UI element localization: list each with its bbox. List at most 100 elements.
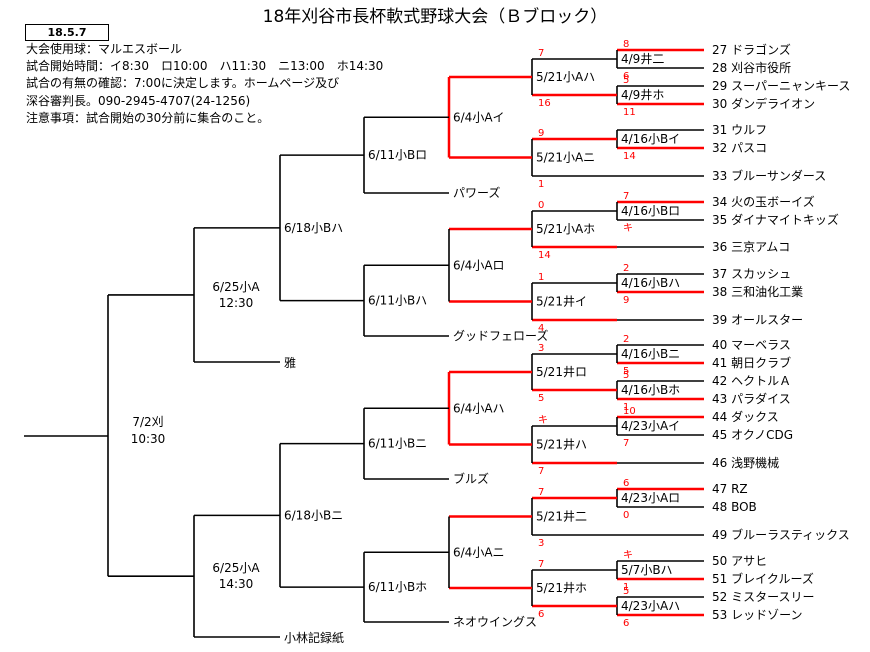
r1-score: 6 — [623, 71, 629, 82]
r1-score: 2 — [623, 334, 629, 345]
r4-match-label: 6/11小Bホ — [368, 580, 427, 594]
r1-match-label: 4/16小Bイ — [621, 132, 680, 146]
r6-match-time: 12:30 — [219, 296, 254, 310]
r1-score: 5 — [623, 586, 629, 597]
r2-score: 7 — [538, 559, 544, 570]
r2-score: 0 — [538, 200, 544, 211]
r2-score: 14 — [538, 250, 551, 261]
team-entry: 37 スカッシュ — [712, 267, 791, 281]
team-entry: 42 ヘクトルＡ — [712, 374, 791, 388]
r1-score: キ — [623, 223, 633, 234]
seed-team-name: 雅 — [284, 355, 296, 370]
seed-team-name: パワーズ — [453, 185, 500, 200]
r4-match-label: 6/11小Bニ — [368, 437, 427, 451]
r1-score: 9 — [623, 295, 629, 306]
team-entry: 33 ブルーサンダース — [712, 168, 826, 183]
r1-score: 6 — [623, 478, 629, 489]
team-entry: 47 RZ — [712, 482, 748, 496]
r5-match-label: 6/18小Bハ — [284, 221, 343, 235]
team-entry: 31 ウルフ — [712, 123, 767, 137]
team-entry: 27 ドラゴンズ — [712, 42, 791, 57]
r1-match-label: 5/7小Bハ — [621, 563, 673, 577]
r2-score: 7 — [538, 466, 544, 477]
r1-match-label: 4/16小Bホ — [621, 383, 680, 397]
team-entry: 51 ブレイクルーズ — [712, 571, 814, 586]
note-umpire-contact: 深谷審判長。090-2945-4707(24-1256) — [26, 93, 251, 108]
r3-match-label: 6/4小Aロ — [453, 258, 505, 272]
r1-match-label: 4/16小Bハ — [621, 276, 680, 290]
r4-match-label: 6/11小Bハ — [368, 294, 427, 308]
r2-match-label: 5/21小Aホ — [536, 222, 595, 236]
r1-score: キ — [623, 550, 633, 561]
r1-score: 8 — [623, 39, 629, 50]
team-entry: 43 パラダイス — [712, 391, 791, 406]
r1-match-label: 4/23小Aイ — [621, 419, 680, 433]
r1-score: 0 — [623, 510, 629, 521]
team-entry: 49 ブルーラスティックス — [712, 527, 850, 542]
final-match-time: 10:30 — [131, 432, 166, 446]
r1-score: 10 — [623, 406, 636, 417]
r1-score: 5 — [623, 370, 629, 381]
r1-score: 5 — [623, 366, 629, 377]
r5-match-label: 6/18小Bニ — [284, 508, 343, 522]
team-entry: 53 レッドゾーン — [712, 608, 803, 622]
r2-match-label: 5/21井ロ — [536, 365, 587, 379]
r2-score: キ — [538, 415, 548, 426]
note-ball: 大会使用球：マルエスボール — [26, 42, 183, 56]
seed-team-name: ブルズ — [453, 471, 489, 486]
r2-match-label: 5/21井二 — [536, 510, 587, 524]
team-entry: 46 浅野機械 — [712, 455, 779, 470]
r1-score: 2 — [623, 263, 629, 274]
r1-score: 7 — [623, 191, 629, 202]
r2-score: 9 — [538, 128, 544, 139]
team-entry: 28 刈谷市役所 — [712, 60, 791, 75]
team-entry: 39 オールスター — [712, 313, 803, 327]
team-entry: 34 火の玉ボーイズ — [712, 194, 815, 209]
team-entry: 50 アサヒ — [712, 554, 767, 568]
r2-score: 3 — [538, 538, 544, 549]
r2-score: 7 — [538, 487, 544, 498]
page-title: 18年刈谷市長杯軟式野球大会（Ｂブロック） — [262, 7, 608, 27]
r1-score: 5 — [623, 75, 629, 86]
r2-match-label: 5/21井イ — [536, 295, 587, 309]
r3-match-label: 6/4小Aニ — [453, 545, 505, 559]
team-entry: 40 マーベラス — [712, 338, 791, 352]
r1-match-label: 4/16小Bニ — [621, 347, 680, 361]
team-entry: 38 三和油化工業 — [712, 285, 803, 299]
team-entry: 48 BOB — [712, 500, 757, 514]
team-entry: 35 ダイナマイトキッズ — [712, 212, 839, 227]
final-match-label: 7/2刈 — [132, 415, 163, 429]
r2-score: 7 — [538, 48, 544, 59]
r1-score: 14 — [623, 151, 636, 162]
r2-match-label: 5/21小Aニ — [536, 151, 595, 165]
r1-match-label: 4/9井二 — [621, 52, 664, 66]
team-entry: 52 ミスタースリー — [712, 590, 815, 604]
r1-score: 1 — [623, 582, 629, 593]
team-entry: 44 ダックス — [712, 409, 779, 424]
r6-match-time: 14:30 — [219, 577, 254, 591]
team-entry: 32 パスコ — [712, 141, 767, 155]
seed-team-name: グッドフェローズ — [453, 328, 548, 343]
team-entry: 30 ダンデライオン — [712, 96, 815, 111]
r1-score: 7 — [623, 438, 629, 449]
r1-match-label: 4/16小Bロ — [621, 204, 680, 218]
date-box: 18.5.7 — [25, 24, 109, 41]
r2-score: 1 — [538, 272, 544, 283]
r2-score: 6 — [538, 609, 544, 620]
seed-team-name: ネオウイングス — [453, 615, 537, 629]
r2-score: 16 — [538, 98, 551, 109]
team-entry: 36 三京アムコ — [712, 240, 790, 254]
note-start-times: 試合開始時間：イ8:30 ロ10:00 ハ11:30 ニ13:00 ホ14:30 — [26, 59, 384, 74]
r1-match-label: 4/9井ホ — [621, 88, 664, 102]
team-entry: 29 スーパーニャンキース — [712, 79, 850, 93]
note-caution: 注意事項：試合開始の30分前に集合のこと。 — [26, 110, 270, 125]
r2-score: 5 — [538, 393, 544, 404]
r1-score: 11 — [623, 107, 636, 118]
seed-team-name: 小林記録紙 — [284, 630, 344, 645]
r3-match-label: 6/4小Aハ — [453, 401, 505, 415]
r2-match-label: 5/21小Aハ — [536, 70, 595, 84]
team-entry: 41 朝日クラブ — [712, 355, 791, 370]
r2-score: 1 — [538, 179, 544, 190]
r2-score: 3 — [538, 343, 544, 354]
